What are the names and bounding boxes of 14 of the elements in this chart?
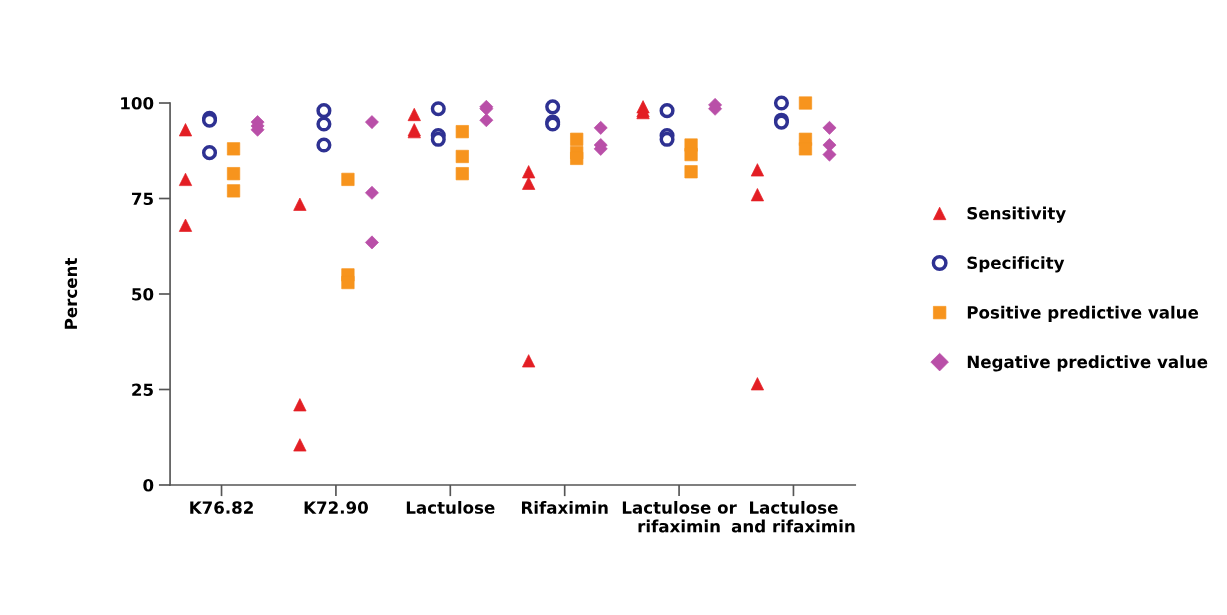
x-tick-label: K72.90 — [304, 501, 368, 514]
legend-label: Positive predictive value — [967, 305, 1199, 322]
x-tick-label: K76.82 — [190, 501, 253, 514]
x-tick-label: Lactulose — [406, 500, 495, 514]
y-axis-title: Percent — [64, 258, 78, 329]
legend-label: Negative predictive value — [967, 355, 1208, 372]
y-tick-label: 25 — [132, 383, 153, 397]
y-tick-label: 50 — [132, 287, 154, 301]
legend-label: Sensitivity — [967, 206, 1066, 223]
y-tick-label: 0 — [143, 478, 154, 492]
y-tick-label: 75 — [132, 192, 153, 206]
x-tick-label: Rifaximin — [521, 500, 608, 514]
legend-label: Specificity — [967, 256, 1065, 273]
y-tick-label: 100 — [121, 96, 154, 110]
